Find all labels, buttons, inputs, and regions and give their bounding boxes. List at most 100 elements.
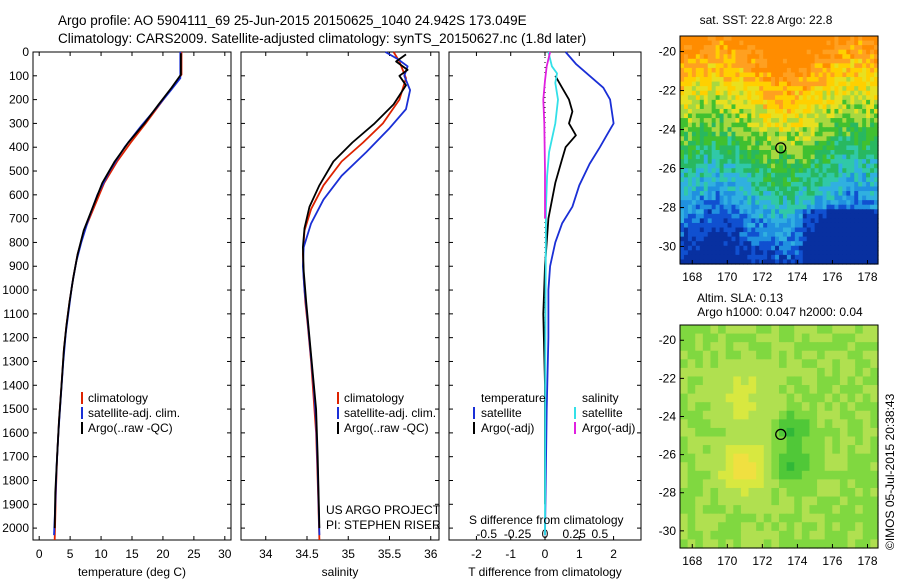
map-cell <box>855 410 864 420</box>
map-cell <box>755 168 760 174</box>
map-cell <box>809 539 818 549</box>
map-cell <box>751 145 756 151</box>
map-cell <box>707 95 713 101</box>
map-cell <box>862 376 871 386</box>
map-cell <box>862 342 871 352</box>
map-cell <box>747 236 752 242</box>
map-cell <box>822 122 828 128</box>
map-cell <box>802 40 808 46</box>
map-cell <box>687 200 693 206</box>
map-cell <box>832 479 841 489</box>
map-cell <box>731 131 737 137</box>
map-cell <box>731 127 737 133</box>
map-cell <box>782 95 788 101</box>
map-cell <box>870 402 879 412</box>
map-cell <box>798 241 804 247</box>
map-cell <box>846 259 851 265</box>
map-cell <box>822 150 828 156</box>
map-cell <box>759 204 764 210</box>
map-cell <box>847 342 856 352</box>
map-cell <box>806 40 812 46</box>
map-cell <box>751 54 756 60</box>
map-cell <box>801 539 811 549</box>
map-cell <box>779 350 788 360</box>
map-cell <box>786 227 792 233</box>
map-cell <box>790 181 796 188</box>
map-cell <box>817 333 826 343</box>
map-cell <box>740 539 750 549</box>
map-cell <box>786 436 795 446</box>
map-cell <box>806 95 812 101</box>
series-line-satellite-adj-clim- <box>53 52 182 536</box>
map-cell <box>710 350 719 360</box>
map-cell <box>870 186 875 192</box>
map-cell <box>802 191 808 197</box>
map-cell <box>809 530 818 541</box>
map-cell <box>874 245 879 251</box>
map-cell <box>850 118 855 124</box>
map-cell <box>834 113 839 119</box>
map-cell <box>683 159 689 165</box>
map-cell <box>810 49 816 55</box>
map-cell <box>786 530 795 541</box>
map-cell <box>834 122 839 128</box>
map-cell <box>711 172 717 178</box>
map-cell <box>751 172 756 178</box>
map-cell <box>711 245 717 251</box>
map-cell <box>710 470 719 480</box>
map-cell <box>759 140 764 147</box>
map-cell <box>719 122 725 128</box>
map-cell <box>695 45 701 51</box>
map-cell <box>822 232 828 238</box>
map-cell <box>814 218 820 224</box>
map-cell <box>838 140 843 147</box>
map-cell <box>743 45 748 51</box>
map-cell <box>790 250 796 256</box>
map-cell <box>826 108 832 115</box>
map-cell <box>802 118 808 124</box>
map-cell <box>839 505 849 515</box>
map-cell <box>703 40 709 46</box>
map-cell <box>858 72 863 78</box>
map-cell <box>802 232 808 238</box>
map-cell <box>855 367 864 378</box>
map-cell <box>719 49 725 55</box>
map-cell <box>747 222 752 229</box>
map-cell <box>802 54 808 60</box>
map-cell <box>687 36 693 42</box>
map-cell <box>702 385 712 395</box>
map-cell <box>830 159 836 165</box>
map-cell <box>699 200 705 206</box>
map-cell <box>779 445 788 455</box>
map-cell <box>826 63 832 69</box>
map-cell <box>680 136 685 142</box>
map-cell <box>858 54 863 60</box>
map-cell <box>846 195 851 201</box>
map-cell <box>870 245 875 251</box>
map-cell <box>794 172 800 178</box>
map-cell <box>862 113 867 119</box>
map-cell <box>832 333 841 343</box>
map-cell <box>846 45 851 51</box>
map-cell <box>802 113 808 119</box>
map-cell <box>794 232 800 238</box>
map-cell <box>794 513 803 523</box>
map-cell <box>866 259 871 265</box>
map-cell <box>802 195 808 201</box>
map-cell <box>743 159 748 165</box>
map-cell <box>775 250 780 256</box>
map-cell <box>822 63 828 69</box>
map-cell <box>809 496 818 506</box>
map-cell <box>846 232 851 238</box>
difference-panel: -2 -1 0 1 2-0.5 -0.25 0 0.25 0.5T difference fro… <box>448 51 642 579</box>
map-cell <box>810 58 816 64</box>
map-cell <box>801 445 811 455</box>
map-cell <box>818 72 824 78</box>
lat-tick-label: -20 <box>659 45 677 59</box>
map-cell <box>759 58 764 64</box>
map-cell <box>854 95 859 101</box>
map-cell <box>866 236 871 242</box>
map-cell <box>756 402 765 412</box>
map-cell <box>763 40 768 46</box>
map-cell <box>801 410 811 420</box>
